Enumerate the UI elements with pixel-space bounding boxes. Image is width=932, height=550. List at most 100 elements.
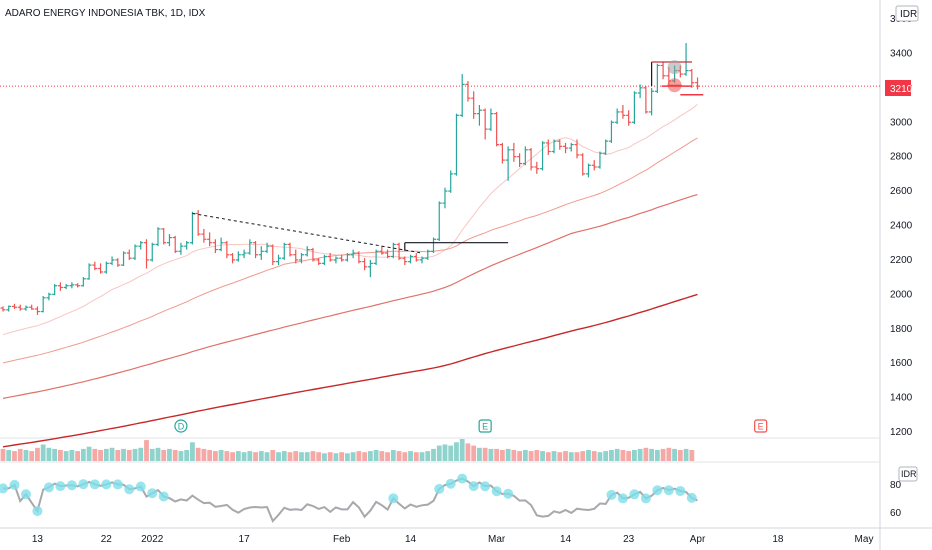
volume-bar — [580, 451, 586, 461]
volume-bar — [471, 445, 477, 461]
time-tick-label: 18 — [772, 534, 784, 545]
currency-badge[interactable] — [895, 5, 919, 22]
dividend-event-icon — [174, 419, 188, 433]
time-tick-label: 17 — [239, 534, 251, 545]
volume-bar — [614, 448, 620, 461]
rsi-highlight-dot — [663, 485, 674, 496]
time-tick-label: 2022 — [141, 534, 164, 545]
volume-bar — [620, 450, 626, 461]
volume-bar — [632, 450, 637, 461]
volume-bar — [591, 451, 597, 461]
volume-bar — [52, 448, 58, 461]
volume-bar — [568, 452, 574, 461]
volume-bar — [511, 450, 517, 461]
volume-bar — [149, 448, 155, 461]
volume-bar — [69, 450, 75, 461]
marker-circle-gray — [667, 60, 682, 75]
rsi-highlight-dot — [147, 488, 158, 499]
volume-bar — [12, 451, 17, 461]
volume-bar — [379, 451, 385, 461]
volume-bar — [454, 442, 459, 461]
last-price-label: 3210 — [890, 84, 913, 95]
volume-bar — [207, 450, 213, 461]
volume-bar — [333, 453, 339, 461]
volume-bar — [253, 452, 258, 461]
volume-bar — [649, 448, 655, 461]
volume-bar — [672, 448, 677, 461]
rsi-highlight-dot — [0, 483, 8, 494]
volume-bar — [390, 450, 396, 461]
price-tick-label: 2800 — [890, 152, 913, 163]
volume-bar — [689, 450, 695, 461]
rsi-highlight-dot — [617, 493, 628, 504]
volume-bar — [563, 451, 568, 461]
volume-bar — [528, 451, 534, 461]
volume-bar — [586, 450, 591, 461]
volume-bar — [367, 451, 373, 461]
volume-bar — [499, 450, 505, 461]
volume-bar — [195, 447, 201, 461]
volume-bar — [287, 452, 293, 461]
volume-bar — [448, 445, 454, 461]
event-marker-label: E — [758, 422, 764, 432]
volume-bar — [23, 450, 29, 461]
time-tick-label: 13 — [32, 534, 44, 545]
volume-bar — [109, 447, 115, 461]
price-tick-label: 2200 — [890, 255, 913, 266]
volume-bar — [385, 452, 390, 461]
price-tick-label: 3400 — [890, 48, 913, 59]
rsi-highlight-dot — [66, 480, 77, 491]
volume-bar — [35, 447, 40, 461]
rsi-highlight-dot — [445, 478, 456, 489]
event-marker-label: D — [178, 422, 185, 432]
rsi-highlight-dot — [55, 481, 66, 492]
rsi-highlight-dot — [640, 493, 651, 504]
volume-bar — [431, 448, 436, 461]
volume-bar — [161, 450, 167, 461]
time-tick-label: Mar — [488, 534, 506, 545]
volume-bar — [178, 451, 184, 461]
volume-bar — [121, 448, 126, 461]
volume-bar — [270, 450, 276, 461]
volume-bar — [413, 452, 419, 461]
volume-bar — [425, 451, 431, 461]
volume-bar — [144, 440, 149, 461]
volume-bar — [494, 448, 500, 461]
rsi-highlight-dot — [652, 485, 663, 496]
volume-bar — [40, 444, 46, 461]
trendline — [192, 212, 423, 254]
volume-bar — [58, 450, 63, 461]
rsi-highlight-dot — [686, 492, 697, 503]
rsi-highlight-dot — [20, 489, 31, 500]
volume-bar — [0, 448, 6, 461]
volume-bar — [293, 451, 299, 461]
volume-bar — [218, 450, 224, 461]
ma-50-line — [2, 137, 698, 364]
time-tick-label: 22 — [101, 534, 113, 545]
volume-bar — [597, 452, 603, 461]
volume-bar — [17, 448, 23, 461]
volume-bar — [92, 448, 98, 461]
volume-bar — [459, 439, 465, 461]
volume-bar — [46, 447, 52, 461]
volume-bar — [609, 450, 614, 461]
rsi-tick-label: 80 — [890, 480, 902, 491]
volume-bar — [281, 451, 287, 461]
rsi-tick-label: 60 — [890, 508, 902, 519]
volume-bar — [419, 452, 425, 461]
rsi-currency-badge[interactable] — [898, 466, 918, 482]
rsi-highlight-dot — [101, 479, 112, 490]
volume-bar — [626, 451, 632, 461]
volume-bar — [603, 451, 609, 461]
rsi-currency-label: IDR — [901, 469, 917, 479]
volume-bar — [465, 443, 471, 461]
volume-bar — [6, 450, 12, 461]
time-tick-label: May — [855, 534, 874, 545]
volume-bar — [488, 448, 494, 461]
volume-bar — [80, 448, 86, 461]
volume-bar — [167, 448, 172, 461]
volume-bar — [29, 451, 35, 461]
volume-bar — [241, 452, 247, 461]
volume-bar — [258, 451, 264, 461]
